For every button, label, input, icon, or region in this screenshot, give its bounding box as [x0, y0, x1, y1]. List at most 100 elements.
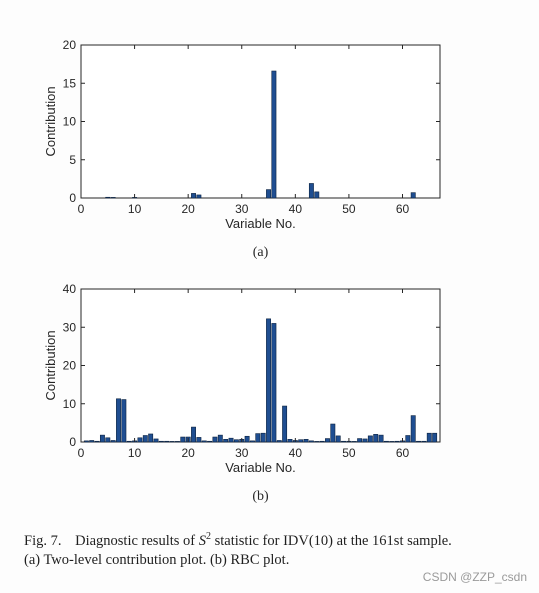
bar-var-22: [196, 437, 202, 443]
bar-var-17: [169, 441, 175, 443]
y-tick-label: 10: [63, 115, 77, 129]
bar-var-52: [357, 438, 363, 443]
caption-text-pre: Diagnostic results of: [75, 532, 199, 549]
bar-var-63: [416, 440, 422, 443]
bar-var-19: [180, 436, 186, 443]
x-tick-label: 40: [289, 446, 303, 460]
bar-var-26: [217, 434, 223, 443]
chart-a: 0 10 20 30 40 50 60 0 5 10 15 20 Variable No. Contrib…: [43, 38, 441, 260]
bar-var-24: [207, 440, 213, 443]
bar-var-38: [282, 405, 288, 443]
x-axis-label: Variable No.: [225, 216, 296, 231]
bar-var-25: [212, 436, 218, 443]
watermark: CSDN @ZZP_csdn: [422, 570, 527, 584]
y-tick-label: 0: [69, 191, 76, 205]
x-tick-label: 60: [396, 202, 410, 216]
bar-var-55: [373, 434, 379, 443]
x-tick-label: 20: [181, 446, 195, 460]
plot-area: [80, 44, 441, 199]
x-tick-label: 20: [181, 202, 195, 216]
bar-var-45: [319, 440, 325, 443]
bar-var-57: [383, 440, 389, 443]
bar-var-62: [410, 415, 416, 443]
caption-line-2: (a) Two-level contribution plot. (b) RBC…: [24, 551, 290, 568]
bar-var-33: [255, 433, 261, 443]
bar-var-8: [121, 399, 127, 443]
bar-var-62: [410, 192, 416, 199]
y-tick-label: 10: [63, 397, 77, 411]
bar-var-16: [164, 440, 170, 443]
x-tick-label: 10: [128, 446, 142, 460]
bar-var-54: [367, 435, 373, 443]
bar-var-12: [142, 435, 148, 443]
bar-var-32: [250, 440, 255, 443]
x-tick-label: 30: [235, 202, 249, 216]
bar-var-21: [191, 193, 196, 199]
bar-var-5: [105, 196, 111, 199]
x-tick-label: 10: [128, 202, 142, 216]
bar-var-15: [158, 440, 164, 443]
bar-var-5: [105, 437, 111, 443]
bar-var-41: [298, 439, 304, 443]
bar-var-28: [228, 437, 234, 443]
panel-label: (a): [253, 245, 269, 260]
bar-var-23: [201, 440, 207, 443]
bar-var-21: [191, 426, 196, 443]
y-tick-label: 30: [63, 320, 77, 334]
bar-var-35: [266, 318, 271, 443]
bar-var-36: [271, 323, 277, 443]
bar-var-39: [287, 439, 293, 443]
x-tick-label: 60: [396, 446, 410, 460]
bar-var-14: [153, 438, 159, 443]
bar-var-43: [308, 183, 314, 199]
x-tick-label: 30: [235, 446, 249, 460]
bar-var-46: [325, 438, 330, 443]
x-tick-label: 50: [342, 202, 356, 216]
bar-var-6: [110, 197, 116, 199]
bar-var-6: [110, 440, 116, 443]
bar-var-49: [341, 440, 347, 443]
caption-text-post: statistic for IDV(10) at the 161st sampl…: [210, 532, 452, 549]
bar-var-56: [378, 434, 384, 443]
y-axis-label: Contribution: [43, 86, 58, 156]
bar-var-3: [94, 440, 100, 443]
bar-var-48: [335, 435, 341, 443]
caption-line-1: Fig. 7. Diagnostic results of S2 statist…: [24, 527, 514, 551]
bar-var-58: [389, 441, 395, 443]
bar-var-42: [303, 439, 309, 443]
plot-area: [80, 288, 441, 443]
x-tick-label: 50: [342, 446, 356, 460]
bar-var-44: [314, 191, 320, 199]
bar-var-59: [394, 440, 400, 443]
figure-label: Fig. 7.: [24, 532, 62, 549]
bar-var-7: [116, 398, 121, 443]
bar-var-65: [426, 432, 432, 443]
bar-var-31: [244, 435, 250, 443]
x-tick-label: 40: [289, 202, 303, 216]
y-tick-label: 0: [69, 435, 76, 449]
bar-var-4: [99, 434, 105, 443]
bar-var-64: [421, 440, 427, 443]
bar-var-13: [148, 433, 154, 443]
bar-var-1: [83, 440, 89, 443]
bar-var-34: [260, 432, 266, 443]
bar-var-2: [89, 440, 95, 443]
bar-var-9: [126, 440, 132, 443]
panel-label: (b): [252, 489, 269, 504]
bar-var-29: [233, 439, 239, 443]
figure-caption: Fig. 7. Diagnostic results of S2 statist…: [24, 527, 514, 570]
bar-var-36: [271, 70, 277, 199]
y-axis-label: Contribution: [43, 330, 58, 400]
bar-var-11: [137, 437, 143, 443]
x-tick-label: 0: [78, 446, 85, 460]
y-tick-label: 20: [63, 38, 77, 52]
y-tick-label: 5: [69, 153, 76, 167]
bar-var-18: [175, 441, 180, 443]
y-tick-label: 40: [63, 282, 77, 296]
bar-var-44: [314, 441, 320, 443]
bar-var-37: [276, 440, 282, 443]
statistic-power: 2: [205, 531, 211, 542]
bar-var-53: [362, 438, 368, 443]
bar-var-47: [330, 423, 336, 443]
